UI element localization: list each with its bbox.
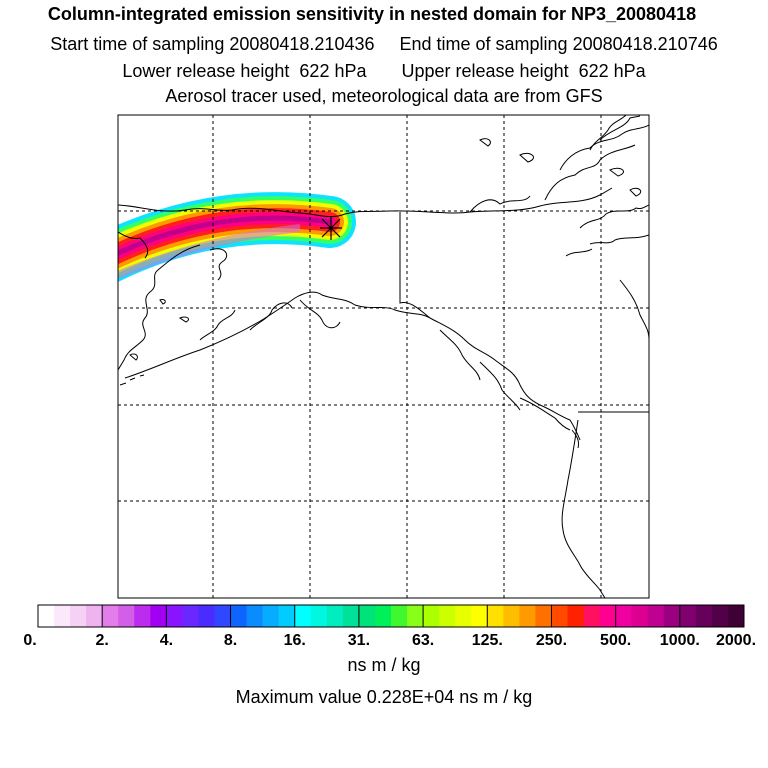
- colorbar-swatch: [615, 605, 633, 627]
- colorbar-swatch: [551, 605, 568, 627]
- colorbar-swatch: [150, 605, 167, 627]
- release-height-line: Lower release height 622 hPa Upper relea…: [122, 61, 646, 81]
- colorbar-swatch: [519, 605, 536, 627]
- colorbar-swatch: [471, 605, 488, 627]
- colorbar-swatch: [214, 605, 232, 627]
- colorbar-swatch: [407, 605, 424, 627]
- max-value-label: Maximum value 0.228E+04 ns m / kg: [235, 687, 533, 707]
- colorbar-swatch: [647, 605, 665, 627]
- colorbar-swatch: [38, 605, 55, 627]
- figure-title: Column-integrated emission sensitivity i…: [47, 4, 697, 24]
- colorbar-swatch: [54, 605, 71, 627]
- colorbar-tick-label: 4.: [159, 632, 174, 649]
- colorbar-tick-label: 63.: [411, 632, 435, 649]
- colorbar-tick-label: 2.: [95, 632, 109, 649]
- units-label: ns m / kg: [347, 655, 421, 675]
- colorbar: [37, 604, 745, 628]
- coastlines: [118, 115, 649, 598]
- colorbar-swatch: [310, 605, 328, 627]
- colorbar-swatch: [487, 605, 504, 627]
- colorbar-swatch: [455, 605, 472, 627]
- colorbar-tick-label: 250.: [535, 632, 568, 649]
- colorbar-swatch: [391, 605, 408, 627]
- colorbar-frame: [37, 604, 745, 628]
- colorbar-swatch: [535, 605, 552, 627]
- colorbar-swatch: [294, 605, 312, 627]
- colorbar-swatch: [278, 605, 296, 627]
- colorbar-swatch: [70, 605, 87, 627]
- colorbar-swatch: [86, 605, 103, 627]
- colorbar-tick-label: 31.: [347, 632, 371, 649]
- colorbar-swatch: [230, 605, 248, 627]
- colorbar-swatch: [102, 605, 119, 627]
- colorbar-swatch: [711, 605, 729, 627]
- colorbar-swatch: [439, 605, 456, 627]
- colorbar-swatch: [374, 605, 392, 627]
- colorbar-tick-label: 125.: [471, 632, 503, 649]
- colorbar-swatch: [583, 605, 601, 627]
- colorbar-swatch: [503, 605, 520, 627]
- colorbar-tick-label: 2000.: [715, 632, 757, 649]
- colorbar-swatch: [679, 605, 697, 627]
- colorbar-swatch: [118, 605, 135, 627]
- colorbar-swatch: [358, 605, 376, 627]
- colorbar-swatch: [326, 605, 344, 627]
- colorbar-swatch: [262, 605, 280, 627]
- colorbar-tick-label: 8.: [223, 632, 238, 649]
- sampling-time-line: Start time of sampling 20080418.210436 E…: [50, 34, 718, 54]
- colorbar-swatch: [246, 605, 264, 627]
- colorbar-swatch: [599, 605, 617, 627]
- map-frame: [117, 114, 650, 599]
- colorbar-swatch: [727, 605, 745, 627]
- gridlines: [118, 115, 649, 598]
- colorbar-swatch: [567, 605, 585, 627]
- sensitivity-plume: [118, 192, 356, 283]
- colorbar-swatch: [695, 605, 713, 627]
- colorbar-swatch: [663, 605, 681, 627]
- colorbar-tick-label: 1000.: [659, 632, 700, 649]
- colorbar-swatch: [166, 605, 183, 627]
- asterisk-star-icon: [320, 216, 342, 240]
- colorbar-swatch: [631, 605, 649, 627]
- colorbar-swatch: [182, 605, 199, 627]
- colorbar-swatch: [134, 605, 151, 627]
- colorbar-swatch: [342, 605, 360, 627]
- tracer-info-line: Aerosol tracer used, meteorological data…: [165, 86, 603, 106]
- colorbar-swatch: [198, 605, 215, 627]
- colorbar-swatch: [423, 605, 440, 627]
- colorbar-tick-label: 0.: [23, 632, 37, 649]
- colorbar-tick-label: 500.: [600, 632, 632, 649]
- colorbar-tick-label: 16.: [283, 632, 306, 649]
